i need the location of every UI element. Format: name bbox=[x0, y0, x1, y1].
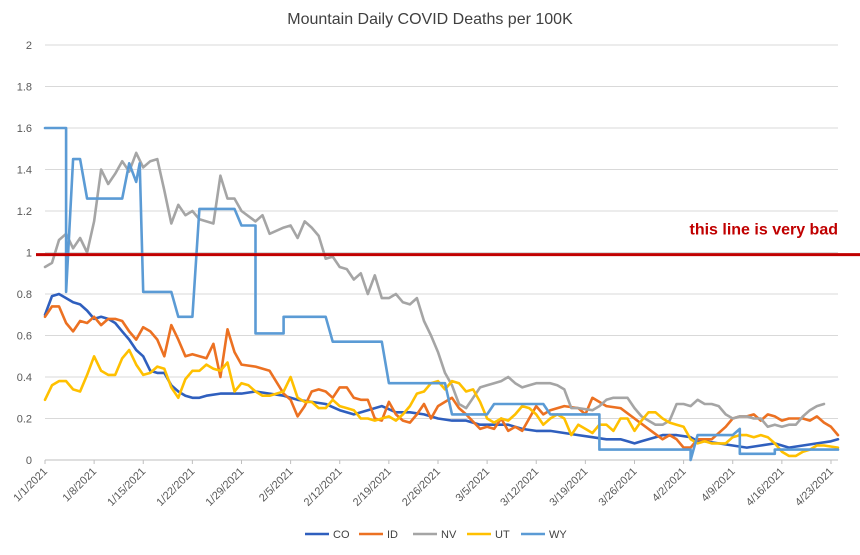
y-tick-label: 1.4 bbox=[17, 165, 32, 177]
legend-label: NV bbox=[441, 529, 457, 541]
y-tick-label: 2 bbox=[26, 40, 32, 52]
legend-label: WY bbox=[549, 529, 567, 541]
y-tick-label: 1 bbox=[26, 248, 32, 260]
series-line-ut bbox=[43, 348, 840, 458]
series-lines bbox=[43, 126, 840, 462]
y-tick-label: 0.4 bbox=[17, 372, 32, 384]
legend-item-co: CO bbox=[305, 529, 350, 541]
reference-line-group: this line is very bad bbox=[36, 222, 860, 257]
y-tick-label: 1.2 bbox=[17, 206, 32, 218]
legend-item-nv: NV bbox=[413, 529, 457, 541]
legend-label: ID bbox=[387, 529, 398, 541]
y-tick-label: 1.8 bbox=[17, 82, 32, 94]
legend-item-wy: WY bbox=[521, 529, 567, 541]
y-tick-label: 0.8 bbox=[17, 289, 32, 301]
legend-label: CO bbox=[333, 529, 350, 541]
legend-item-ut: UT bbox=[467, 529, 510, 541]
reference-line-label: this line is very bad bbox=[690, 222, 839, 239]
series-line-nv bbox=[43, 151, 826, 429]
y-tick-label: 0.2 bbox=[17, 414, 32, 426]
y-axis-tick-labels: 0 0.2 0.4 0.6 0.8 1 1.2 1.4 1.6 1.8 2 bbox=[17, 40, 32, 467]
legend-item-id: ID bbox=[359, 529, 398, 541]
legend: CO ID NV UT WY bbox=[305, 529, 567, 541]
series-line-wy bbox=[43, 126, 840, 462]
legend-label: UT bbox=[495, 529, 510, 541]
y-tick-label: 1.6 bbox=[17, 123, 32, 135]
chart-title: Mountain Daily COVID Deaths per 100K bbox=[287, 11, 573, 28]
y-tick-label: 0 bbox=[26, 455, 32, 467]
y-tick-label: 0.6 bbox=[17, 331, 32, 343]
